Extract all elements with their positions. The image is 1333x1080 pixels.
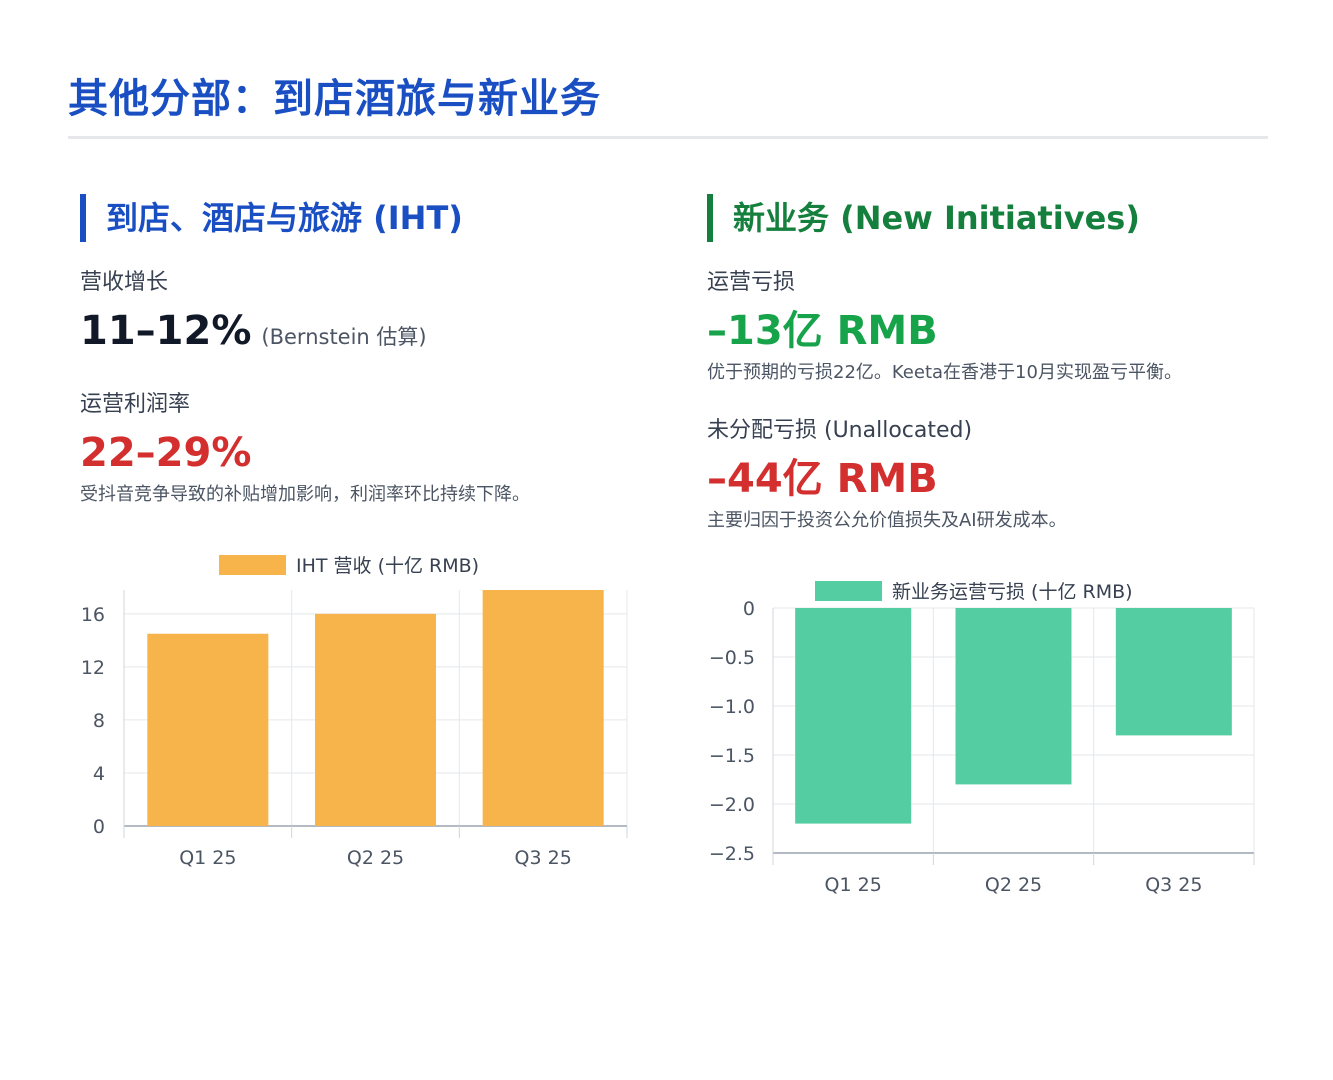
iht-revenue-growth: 营收增长 11–12% (Bernstein 估算) — [80, 268, 427, 362]
ni-xtick-label: Q2 25 — [985, 874, 1042, 896]
ni-op-loss-note: 优于预期的亏损22亿。Keeta在香港于10月实现盈亏平衡。 — [707, 362, 1182, 383]
iht-ytick-label: 0 — [93, 816, 105, 838]
ni-op-loss-value: –13亿 RMB — [707, 308, 938, 354]
ni-bar — [795, 608, 912, 824]
iht-xtick-label: Q1 25 — [179, 847, 236, 869]
iht-ytick-label: 16 — [81, 604, 105, 626]
ni-heading: 新业务 (New Initiatives) — [707, 194, 1287, 242]
iht-bar — [315, 613, 436, 826]
ni-xtick-label: Q1 25 — [825, 874, 882, 896]
ni-ytick-label: 0 — [743, 598, 755, 620]
iht-op-margin: 运营利润率 22–29% 受抖音竞争导致的补贴增加影响，利润率环比持续下降。 — [80, 390, 530, 508]
ni-op-loss: 运营亏损 –13亿 RMB 优于预期的亏损22亿。Keeta在香港于10月实现盈… — [707, 268, 1182, 386]
ni-unallocated-label: 未分配亏损 (Unallocated) — [707, 418, 973, 443]
ni-chart: 0 −0.5 −1.0 −1.5 −2.0 −2.5 Q1 25 Q2 25 Q3 25 新业务运… — [709, 581, 1255, 896]
iht-xtick-label: Q3 25 — [515, 847, 572, 869]
title-divider — [68, 136, 1268, 139]
iht-op-margin-note: 受抖音竞争导致的补贴增加影响，利润率环比持续下降。 — [80, 484, 530, 505]
ni-ytick-label: −2.0 — [709, 794, 755, 816]
ni-unallocated: 未分配亏损 (Unallocated) –44亿 RMB 主要归因于投资公允价值… — [707, 416, 1067, 534]
ni-ytick-label: −0.5 — [709, 647, 755, 669]
ni-legend-swatch — [815, 581, 882, 601]
page-title: 其他分部：到店酒旅与新业务 — [68, 76, 601, 122]
iht-chart: 0 4 8 12 16 Q1 25 Q2 25 Q3 25 IHT 营收 (十亿 RMB) — [81, 555, 628, 869]
iht-xtick-label: Q2 25 — [347, 847, 404, 869]
ni-op-loss-label: 运营亏损 — [707, 270, 796, 295]
ni-xtick-label: Q3 25 — [1145, 874, 1202, 896]
iht-revenue-growth-note: (Bernstein 估算) — [261, 325, 427, 349]
iht-ytick-label: 12 — [81, 657, 105, 679]
iht-bar — [482, 590, 604, 826]
iht-ytick-label: 4 — [93, 763, 105, 785]
ni-bar — [955, 608, 1072, 785]
iht-section: 到店、酒店与旅游 (IHT) 营收增长 11–12% (Bernstein 估算)… — [80, 194, 640, 505]
iht-legend-swatch — [219, 555, 286, 575]
iht-revenue-growth-value: 11–12% — [80, 308, 252, 354]
iht-ytick-label: 8 — [93, 710, 105, 732]
ni-ytick-label: −2.5 — [709, 843, 755, 865]
iht-revenue-growth-value-row: 11–12% (Bernstein 估算) — [80, 306, 427, 362]
ni-ytick-label: −1.5 — [709, 745, 755, 767]
ni-legend-label: 新业务运营亏损 (十亿 RMB) — [892, 581, 1133, 603]
ni-bar — [1115, 608, 1232, 736]
ni-section: 新业务 (New Initiatives) 运营亏损 –13亿 RMB 优于预期… — [707, 194, 1287, 531]
ni-unallocated-note: 主要归因于投资公允价值损失及AI研发成本。 — [707, 510, 1067, 531]
iht-legend-label: IHT 营收 (十亿 RMB) — [296, 555, 479, 577]
iht-op-margin-value: 22–29% — [80, 430, 252, 476]
iht-bar — [147, 633, 269, 826]
ni-unallocated-value: –44亿 RMB — [707, 456, 938, 502]
ni-ytick-label: −1.0 — [709, 696, 755, 718]
iht-op-margin-label: 运营利润率 — [80, 392, 191, 417]
iht-heading: 到店、酒店与旅游 (IHT) — [80, 194, 640, 242]
iht-revenue-growth-label: 营收增长 — [80, 270, 169, 295]
